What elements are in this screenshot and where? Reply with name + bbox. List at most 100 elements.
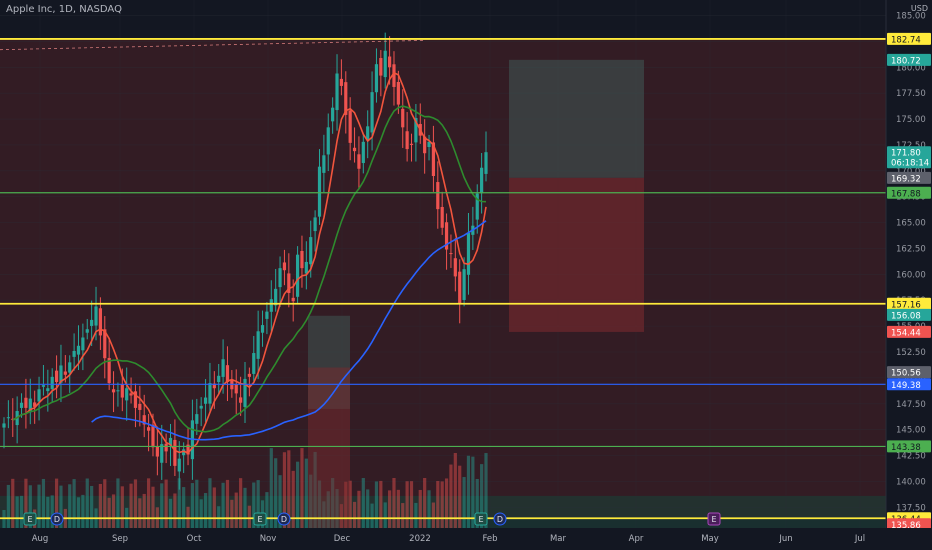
candle xyxy=(107,357,111,384)
volume-bar xyxy=(85,478,89,528)
y-tick-label: 142.50 xyxy=(896,452,926,462)
candle xyxy=(466,232,471,275)
candle xyxy=(352,147,357,152)
candle xyxy=(313,217,317,232)
y-tick-label: 140.00 xyxy=(896,477,926,487)
candle xyxy=(68,362,72,373)
price-label-badge xyxy=(887,171,931,184)
candle xyxy=(151,424,155,448)
mid-ma-line xyxy=(12,105,487,433)
volume-bar xyxy=(19,495,24,528)
candle xyxy=(295,254,300,297)
volume-bar xyxy=(90,485,94,528)
candle xyxy=(129,393,133,396)
price-label: 135.86 xyxy=(891,521,921,531)
candle xyxy=(243,378,247,407)
price-label: 167.88 xyxy=(891,189,921,199)
target-zone xyxy=(509,59,644,178)
candle xyxy=(41,385,46,387)
y-tick-label: 145.00 xyxy=(896,426,926,436)
price-label: 150.56 xyxy=(891,369,921,379)
volume-bar xyxy=(221,482,225,528)
candle xyxy=(147,427,151,431)
volume-bar xyxy=(129,483,133,528)
volume-bar xyxy=(111,494,116,528)
volume-bar xyxy=(453,453,457,528)
volume-bar xyxy=(427,490,431,528)
candle xyxy=(401,108,405,128)
event-marker-label: E xyxy=(27,515,32,524)
candle xyxy=(357,154,361,169)
moving-averages xyxy=(12,71,487,454)
volume-bar xyxy=(466,455,471,528)
volume-bar xyxy=(41,478,46,528)
volume-bar xyxy=(352,501,357,528)
volume-bar xyxy=(173,493,177,528)
volume-bar xyxy=(50,495,54,528)
earnings-marker xyxy=(23,512,37,526)
event-marker-label: D xyxy=(497,515,503,524)
x-tick-label: Mar xyxy=(550,534,567,544)
volume-bar xyxy=(225,479,230,528)
x-tick-label: 2022 xyxy=(409,534,431,544)
candle xyxy=(138,403,142,410)
candle xyxy=(94,306,98,326)
small-stop-zone xyxy=(308,367,350,528)
candle xyxy=(453,258,457,277)
candle xyxy=(50,376,54,390)
volume-bar xyxy=(414,502,418,528)
candle xyxy=(186,444,190,455)
candle xyxy=(155,446,159,457)
event-marker-label: E xyxy=(711,515,716,524)
volume-bar xyxy=(147,478,151,528)
candle xyxy=(24,397,28,408)
price-label: 157.16 xyxy=(891,300,921,310)
price-label-badge xyxy=(887,32,931,45)
volume-bar xyxy=(304,458,308,528)
candle xyxy=(405,131,409,150)
candle xyxy=(414,118,418,143)
dividend-marker xyxy=(50,512,64,526)
candle xyxy=(304,261,308,274)
volume-bar xyxy=(208,478,212,528)
candle xyxy=(177,458,181,472)
candle xyxy=(440,206,444,228)
x-tick-label: Nov xyxy=(260,534,277,544)
volume-bar xyxy=(243,487,247,528)
y-tick-label: 147.50 xyxy=(896,400,926,410)
volume-bar xyxy=(199,499,203,528)
x-tick-label: Jun xyxy=(778,534,792,544)
candle xyxy=(116,390,120,392)
candle xyxy=(436,182,440,210)
volume-bar xyxy=(59,485,63,528)
price-label: 143.38 xyxy=(891,443,921,453)
dividend-marker xyxy=(277,512,291,526)
volume-bar xyxy=(81,494,85,528)
volume-bar xyxy=(239,478,243,528)
x-tick-label: Feb xyxy=(482,534,497,544)
volume-bar xyxy=(164,479,168,528)
dashed-trendline xyxy=(0,39,426,51)
candle xyxy=(221,359,225,377)
volume-bar xyxy=(475,478,479,528)
volume-bar xyxy=(471,456,475,528)
price-label-badge xyxy=(887,308,931,321)
y-tick-label: 137.50 xyxy=(896,503,926,513)
volume-bar xyxy=(252,482,256,528)
volume-bar xyxy=(28,485,32,528)
candle xyxy=(182,449,186,456)
volume-bar xyxy=(418,489,422,528)
candle xyxy=(173,439,177,466)
candle xyxy=(344,82,348,115)
candle xyxy=(423,136,427,154)
y-tick-label: 177.50 xyxy=(896,89,926,99)
volume-bar xyxy=(72,479,76,528)
candle xyxy=(212,383,216,389)
candle xyxy=(449,253,453,255)
candle xyxy=(458,271,462,304)
volume-bar xyxy=(103,479,107,528)
candle xyxy=(103,329,107,359)
price-label-badge xyxy=(887,325,931,338)
candle xyxy=(348,110,352,143)
